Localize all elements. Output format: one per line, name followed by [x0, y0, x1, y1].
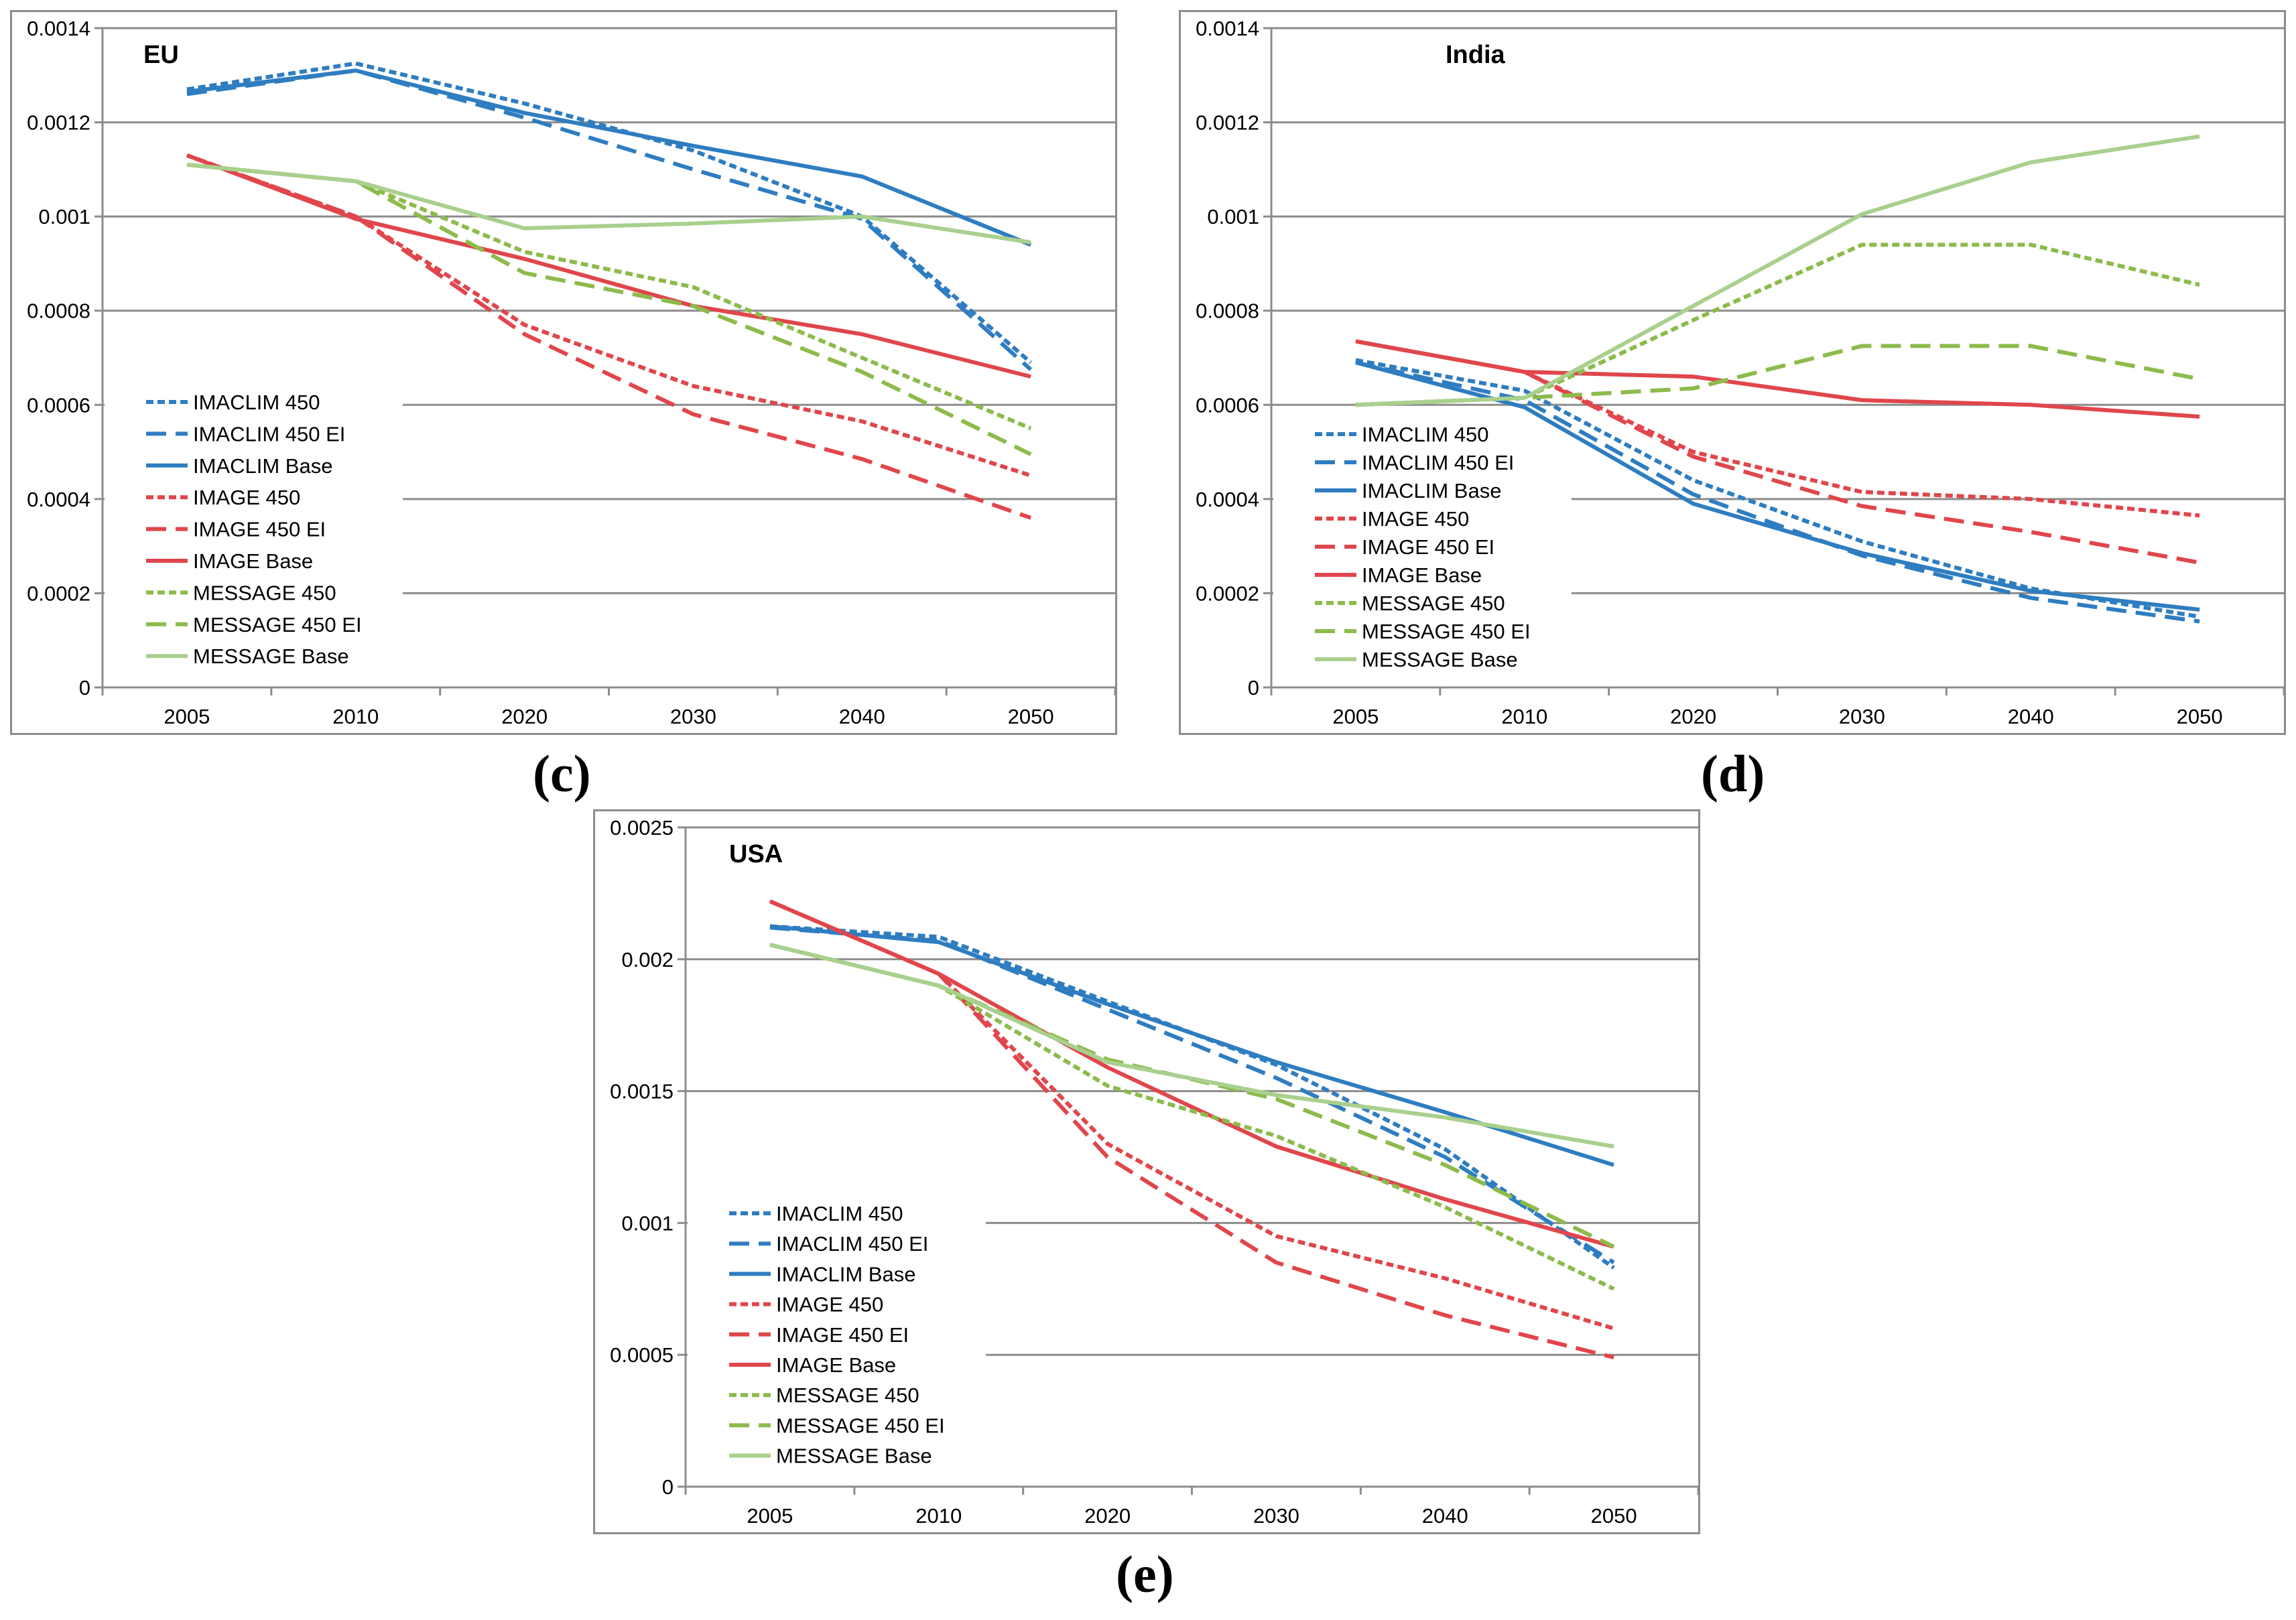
panel-label-d: (d)	[1701, 744, 1765, 803]
x-tick-label: 2030	[1253, 1504, 1299, 1528]
y-tick-label: 0.002	[621, 948, 674, 971]
series-line-imaclim-450	[186, 61, 1033, 364]
chart-title: EU	[143, 41, 179, 69]
legend-label: MESSAGE 450 EI	[193, 613, 362, 636]
y-tick-label: 0.0015	[610, 1080, 674, 1103]
y-tick-label: 0.0004	[27, 488, 90, 511]
legend-label: IMACLIM 450 EI	[1362, 451, 1514, 474]
y-tick-label: 0	[79, 676, 90, 699]
chart-india: 0 0.0002 0.0004 0.0006 0.0008 0.001 0.0012 0.00…	[1179, 10, 2286, 735]
series-line-image-base	[1355, 339, 2200, 419]
legend-label: MESSAGE 450 EI	[776, 1414, 945, 1437]
y-tick-label: 0.0025	[610, 816, 674, 839]
y-tick-label: 0	[1248, 676, 1259, 699]
y-tick-label: 0.0008	[27, 299, 90, 323]
x-tick-label: 2005	[164, 705, 210, 728]
legend-label: IMAGE Base	[776, 1353, 896, 1377]
panel-label-e: (e)	[1116, 1545, 1174, 1603]
x-tick-label: 2040	[2008, 705, 2054, 728]
series-line-image-base	[186, 153, 1031, 379]
legend-label: MESSAGE Base	[776, 1444, 932, 1468]
y-tick-label: 0.0008	[1196, 299, 1259, 323]
legend-label: IMAGE Base	[193, 549, 313, 573]
legend-label: IMACLIM Base	[1362, 479, 1501, 502]
legend-label: MESSAGE 450	[193, 581, 336, 604]
x-tick-label: 2050	[1008, 705, 1054, 728]
series-line-imaclim-base	[186, 68, 1032, 247]
series-line-imaclim-450-ei	[186, 68, 1033, 371]
y-tick-label: 0.0014	[27, 17, 90, 40]
legend-label: IMAGE 450	[1362, 507, 1469, 531]
series-line-message-base	[1355, 134, 2200, 407]
x-tick-label: 2050	[1591, 1504, 1637, 1528]
legend-label: IMACLIM 450 EI	[193, 422, 345, 446]
y-tick-label: 0	[662, 1475, 674, 1499]
legend-label: IMACLIM 450	[193, 391, 320, 414]
chart-usa: 0 0.0005 0.001 0.0015 0.002 0.0025 2005 2010 202…	[593, 809, 1700, 1534]
y-tick-label: 0.001	[1207, 205, 1259, 228]
chart-india-svg: 0 0.0002 0.0004 0.0006 0.0008 0.001 0.0012 0.00…	[1196, 17, 2284, 728]
x-tick-label: 2040	[1422, 1504, 1468, 1528]
x-tick-label: 2010	[332, 705, 379, 728]
series-line-image-base	[769, 899, 1614, 1249]
y-tick-label: 0.0004	[1196, 488, 1259, 511]
legend-label: IMAGE 450	[776, 1293, 883, 1317]
legend-label: IMACLIM 450	[1362, 423, 1489, 446]
series-line-image-450-ei	[1355, 339, 2200, 565]
x-tick-label: 2010	[1501, 705, 1547, 728]
y-tick-label: 0.001	[621, 1211, 674, 1235]
legend-label: IMACLIM 450	[776, 1202, 903, 1225]
x-tick-label: 2005	[747, 1504, 793, 1528]
y-tick-label: 0.0006	[1196, 393, 1259, 417]
chart-eu-svg: 0 0.0002 0.0004 0.0006 0.0008 0.001 0.0012 0.00…	[27, 17, 1115, 728]
y-tick-label: 0.0012	[1196, 111, 1259, 135]
legend-label: MESSAGE 450	[1362, 592, 1505, 615]
legend-label: IMACLIM 450 EI	[776, 1232, 928, 1256]
y-tick-label: 0.0002	[27, 582, 90, 605]
y-tick-label: 0.0005	[610, 1343, 674, 1367]
panel-label-c: (c)	[533, 744, 591, 803]
y-tick-label: 0.0014	[1196, 17, 1259, 40]
series-line-message-base	[769, 943, 1614, 1149]
series-line-message-450-ei	[1355, 344, 2200, 407]
chart-usa-svg: 0 0.0005 0.001 0.0015 0.002 0.0025 2005 2010 202…	[610, 816, 1698, 1528]
legend-label: IMAGE 450 EI	[1362, 535, 1494, 559]
x-tick-label: 2050	[2177, 705, 2223, 728]
y-tick-label: 0.0002	[1196, 582, 1259, 605]
x-tick-label: 2020	[501, 705, 548, 728]
x-tick-label: 2020	[1670, 705, 1716, 728]
series-line-message-450-ei	[186, 162, 1032, 456]
x-tick-label: 2030	[670, 705, 716, 728]
x-tick-label: 2040	[839, 705, 885, 728]
y-tick-label: 0.0012	[27, 111, 90, 135]
series-line-message-base	[186, 162, 1031, 245]
legend-label: IMACLIM Base	[193, 454, 332, 478]
legend-label: IMAGE Base	[1362, 563, 1482, 587]
legend-label: IMAGE 450 EI	[193, 518, 326, 541]
x-tick-label: 2010	[915, 1504, 962, 1528]
chart-title: India	[1446, 41, 1506, 69]
legend-label: MESSAGE 450	[776, 1383, 919, 1407]
series-line-imaclim-450-ei	[1355, 360, 2200, 624]
x-tick-label: 2005	[1332, 705, 1379, 728]
chart-title: USA	[729, 840, 783, 868]
series-line-message-450	[1355, 243, 2200, 407]
y-tick-label: 0.0006	[27, 393, 90, 417]
chart-eu: 0 0.0002 0.0004 0.0006 0.0008 0.001 0.0012 0.00…	[10, 10, 1117, 735]
series-line-imaclim-450-ei	[769, 925, 1615, 1264]
legend-label: MESSAGE Base	[1362, 648, 1518, 671]
legend-label: MESSAGE Base	[193, 645, 349, 668]
legend-label: IMAGE 450	[193, 486, 300, 509]
y-tick-label: 0.001	[38, 205, 90, 228]
legend-label: IMACLIM Base	[776, 1262, 915, 1286]
legend-label: MESSAGE 450 EI	[1362, 620, 1531, 643]
x-tick-label: 2030	[1839, 705, 1885, 728]
legend-label: IMAGE 450 EI	[776, 1323, 909, 1347]
series-line-message-450	[769, 943, 1615, 1291]
x-tick-label: 2020	[1084, 1504, 1131, 1528]
